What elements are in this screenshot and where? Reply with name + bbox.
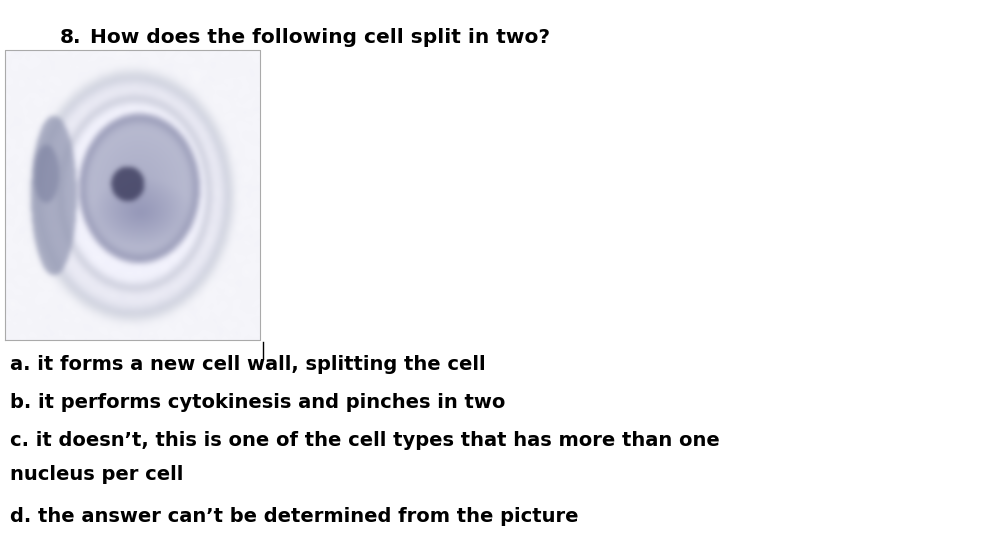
Text: How does the following cell split in two?: How does the following cell split in two…	[90, 28, 550, 47]
Text: nucleus per cell: nucleus per cell	[10, 465, 184, 484]
Text: 8.: 8.	[60, 28, 81, 47]
Text: d. the answer can’t be determined from the picture: d. the answer can’t be determined from t…	[10, 507, 578, 526]
Text: c. it doesn’t, this is one of the cell types that has more than one: c. it doesn’t, this is one of the cell t…	[10, 431, 719, 450]
Text: b. it performs cytokinesis and pinches in two: b. it performs cytokinesis and pinches i…	[10, 393, 505, 412]
Text: a. it forms a new cell wall, splitting the cell: a. it forms a new cell wall, splitting t…	[10, 355, 485, 374]
